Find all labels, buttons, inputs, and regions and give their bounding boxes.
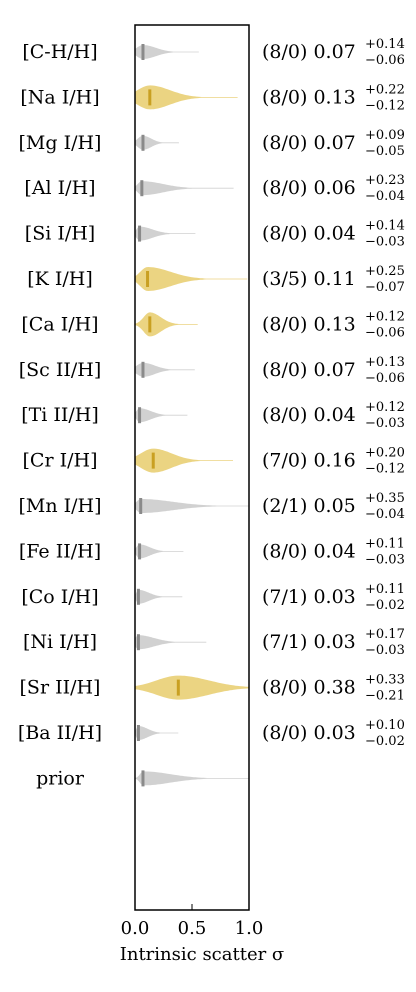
row-label-9: [Cr I/H] xyxy=(23,450,98,472)
violin-16 xyxy=(135,771,249,786)
stat-plus-13: +0.17 xyxy=(365,627,405,642)
stat-minus-14: −0.21 xyxy=(365,689,405,704)
stat-plus-2: +0.09 xyxy=(365,128,405,143)
violin-7 xyxy=(135,362,195,377)
stat-text-4: (8/0) 0.04 xyxy=(262,223,356,245)
row-label-15: [Ba II/H] xyxy=(18,722,102,744)
stat-text-7: (8/0) 0.07 xyxy=(262,359,356,381)
stat-plus-5: +0.25 xyxy=(365,264,405,279)
stat-plus-4: +0.14 xyxy=(365,219,405,234)
stat-minus-2: −0.05 xyxy=(365,144,405,159)
stat-minus-15: −0.02 xyxy=(365,734,405,749)
row-label-8: [Ti II/H] xyxy=(21,404,99,426)
stat-text-11: (8/0) 0.04 xyxy=(262,540,356,562)
row-label-4: [Si I/H] xyxy=(25,223,95,245)
stat-minus-3: −0.04 xyxy=(365,189,405,204)
stat-minus-11: −0.03 xyxy=(365,552,405,567)
x-axis-ticks: 0.0 0.5 1.0 xyxy=(121,904,264,939)
violin-15 xyxy=(135,726,179,740)
row-label-1: [Na I/H] xyxy=(20,86,99,108)
row-label-2: [Mg I/H] xyxy=(19,132,102,154)
violin-11 xyxy=(135,544,184,559)
violin-4 xyxy=(135,226,196,241)
stat-text-12: (7/1) 0.03 xyxy=(262,586,356,608)
row-label-12: [Co I/H] xyxy=(21,586,98,608)
x-tick-label-2: 1.0 xyxy=(235,918,264,939)
stat-plus-3: +0.23 xyxy=(365,173,405,188)
stat-minus-8: −0.03 xyxy=(365,416,405,431)
violin-6 xyxy=(135,312,198,337)
stat-plus-1: +0.22 xyxy=(365,82,405,97)
row-label-5: [K I/H] xyxy=(27,268,93,290)
stat-text-15: (8/0) 0.03 xyxy=(262,722,356,744)
x-axis-label: Intrinsic scatter σ xyxy=(120,944,284,965)
stat-minus-4: −0.03 xyxy=(365,235,405,250)
stat-text-8: (8/0) 0.04 xyxy=(262,404,356,426)
violin-1 xyxy=(135,85,238,110)
row-label-13: [Ni I/H] xyxy=(23,631,97,653)
violin-13 xyxy=(135,635,207,650)
stat-text-9: (7/0) 0.16 xyxy=(262,450,356,472)
stat-text-2: (8/0) 0.07 xyxy=(262,132,356,154)
row-label-11: [Fe II/H] xyxy=(19,540,101,562)
violin-0 xyxy=(135,45,199,59)
stat-text-14: (8/0) 0.38 xyxy=(262,677,356,699)
stat-minus-1: −0.12 xyxy=(365,98,405,113)
violin-9 xyxy=(135,448,233,473)
stat-plus-10: +0.35 xyxy=(365,491,405,506)
stat-plus-6: +0.12 xyxy=(365,309,405,324)
violin-5 xyxy=(135,267,248,291)
stat-plus-11: +0.11 xyxy=(365,536,405,551)
row-label-0: [C-H/H] xyxy=(22,41,97,63)
stat-text-0: (8/0) 0.07 xyxy=(262,41,356,63)
stat-text-5: (3/5) 0.11 xyxy=(262,268,356,290)
stat-text-6: (8/0) 0.13 xyxy=(262,313,356,335)
violin-10 xyxy=(135,499,249,513)
violin-2 xyxy=(135,135,179,150)
row-label-16: prior xyxy=(36,767,85,789)
stat-minus-13: −0.03 xyxy=(365,643,405,658)
violin-12 xyxy=(135,589,183,604)
x-tick-label-1: 0.5 xyxy=(178,918,207,939)
violin-14 xyxy=(135,675,249,700)
stat-minus-6: −0.06 xyxy=(365,325,405,340)
stats-layer: (8/0) 0.07 +0.14−0.06(8/0) 0.13 +0.22−0.12… xyxy=(262,37,405,749)
stat-minus-10: −0.04 xyxy=(365,507,405,522)
violin-3 xyxy=(135,181,234,196)
stat-minus-7: −0.06 xyxy=(365,371,405,386)
violins-layer xyxy=(135,44,249,787)
row-label-6: [Ca I/H] xyxy=(21,313,98,335)
stat-plus-14: +0.33 xyxy=(365,673,405,688)
row-label-10: [Mn I/H] xyxy=(18,495,101,517)
stat-plus-9: +0.20 xyxy=(365,446,405,461)
row-labels-layer: [C-H/H] [Na I/H] [Mg I/H] [Al I/H] [Si I/H] [… xyxy=(18,41,102,789)
stat-plus-7: +0.13 xyxy=(365,355,405,370)
stat-plus-0: +0.14 xyxy=(365,37,405,52)
row-label-7: [Sc II/H] xyxy=(19,359,102,381)
row-label-14: [Sr II/H] xyxy=(20,677,101,699)
stat-text-13: (7/1) 0.03 xyxy=(262,631,356,653)
stat-plus-8: +0.12 xyxy=(365,400,405,415)
stat-text-10: (2/1) 0.05 xyxy=(262,495,356,517)
stat-minus-12: −0.02 xyxy=(365,598,405,613)
stat-minus-9: −0.12 xyxy=(365,462,405,477)
stat-plus-12: +0.11 xyxy=(365,582,405,597)
x-tick-label-0: 0.0 xyxy=(121,918,150,939)
stat-minus-0: −0.06 xyxy=(365,53,405,68)
row-label-3: [Al I/H] xyxy=(24,177,95,199)
stat-plus-15: +0.10 xyxy=(365,718,405,733)
violin-8 xyxy=(135,408,188,423)
stat-minus-5: −0.07 xyxy=(365,280,405,295)
stat-text-1: (8/0) 0.13 xyxy=(262,86,356,108)
stat-text-3: (8/0) 0.06 xyxy=(262,177,356,199)
